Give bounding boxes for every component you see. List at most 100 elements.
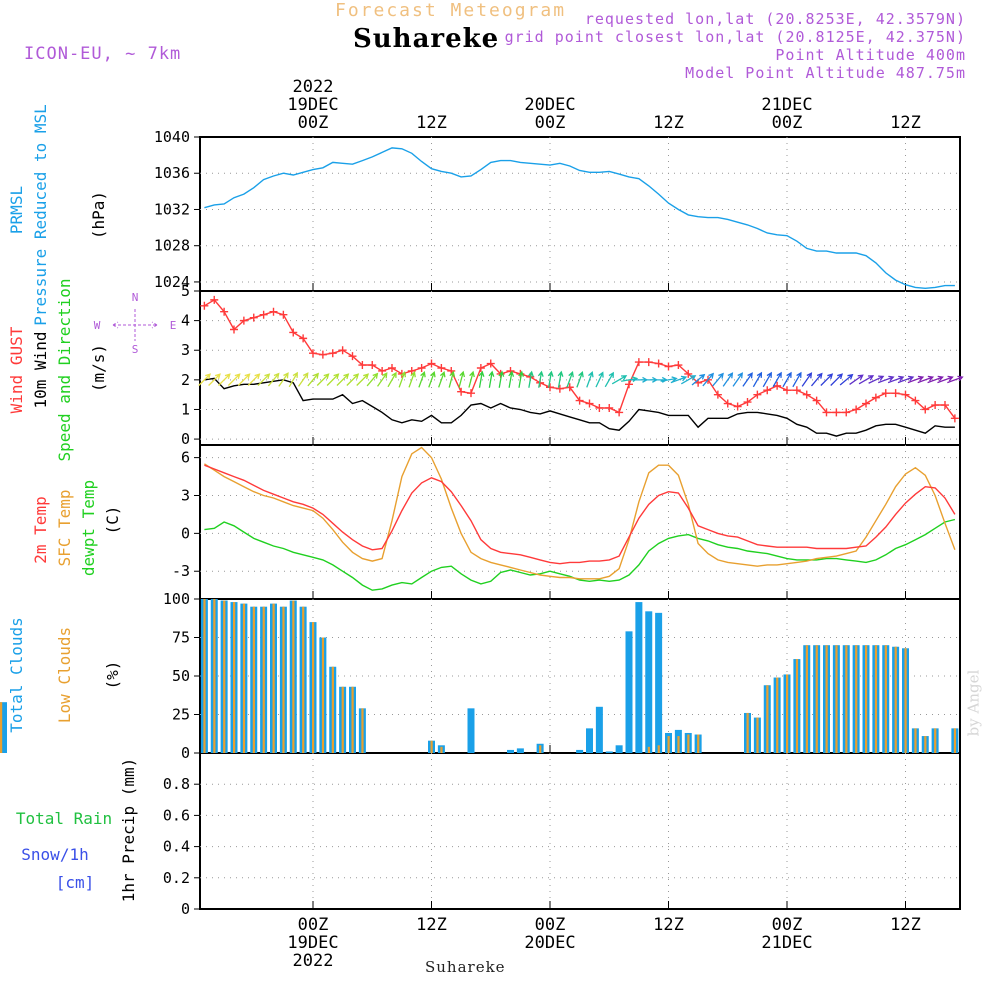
wind-direction-arrow <box>947 375 964 384</box>
gust-marker <box>812 396 821 405</box>
wind-direction-arrow <box>878 375 895 384</box>
gust-marker <box>555 384 564 393</box>
wind-direction-arrow <box>849 374 864 385</box>
low-cloud-bar <box>647 746 650 753</box>
wind-direction-arrow <box>691 373 706 386</box>
location-title: Suhareke <box>353 24 500 54</box>
clouds-panel-y-tick: 50 <box>172 667 190 685</box>
wind-direction-arrow <box>478 370 485 388</box>
gust-marker <box>309 349 317 358</box>
wind-direction-arrow <box>257 373 271 386</box>
clouds-panel-y-tick: 0 <box>181 744 190 762</box>
low-cloud-bar <box>953 728 957 753</box>
top-date-label: 21DEC <box>761 95 812 115</box>
low-cloud-bar <box>321 637 325 753</box>
total-cloud-bar <box>625 631 633 753</box>
wind-direction-arrow <box>298 372 309 387</box>
gust-marker <box>634 358 643 367</box>
gust-marker <box>407 366 416 375</box>
wind-direction-arrow <box>792 371 802 388</box>
gust-marker <box>773 381 782 390</box>
gust-marker <box>783 386 791 395</box>
dewpt-temp-label: dewpt Temp <box>79 480 98 576</box>
gust-marker <box>792 386 801 395</box>
low-cloud-bar <box>766 685 769 753</box>
top-hour-label: 12Z <box>416 113 447 133</box>
low-cloud-bar <box>430 740 433 753</box>
total-rain-label: Total Rain <box>16 809 112 828</box>
gust-marker <box>871 393 880 402</box>
gust-marker <box>605 403 614 412</box>
gust-marker <box>427 359 436 368</box>
gust-marker <box>832 408 841 417</box>
wind-direction-arrow <box>326 373 340 386</box>
low-cloud-bar <box>242 603 246 753</box>
gust-marker <box>595 403 604 412</box>
precip-panel <box>199 752 961 910</box>
gust-marker <box>575 396 584 405</box>
snow-label: Snow/1h <box>21 845 88 864</box>
wind-direction-arrow <box>772 371 782 388</box>
gust-marker <box>437 364 446 372</box>
wind-direction-arrow <box>288 371 298 388</box>
wind-panel-y-tick: 5 <box>181 282 190 300</box>
wind-direction-arrow <box>830 373 843 386</box>
low-cloud-bar <box>677 736 680 753</box>
top-hour-label: 00Z <box>772 113 803 133</box>
wind-direction-arrow <box>732 372 743 387</box>
total-cloud-bar <box>516 748 524 753</box>
wind-direction-arrow <box>858 375 875 385</box>
low-cloud-bar <box>0 702 3 753</box>
low-cloud-bar <box>865 645 868 753</box>
sfc-temp-label: SFC Temp <box>55 489 74 566</box>
wind-direction-arrow <box>448 370 456 388</box>
wind-direction-arrow <box>307 372 320 387</box>
gust-marker <box>941 401 949 410</box>
low-cloud-bar <box>213 599 216 753</box>
low-cloud-bar <box>786 674 789 753</box>
precip-panel-y-tick: 0.6 <box>163 806 190 824</box>
wind-direction-arrow <box>762 371 772 388</box>
model-label: ICON-EU, ~ 7km <box>24 44 182 64</box>
gust-marker <box>318 350 327 359</box>
gust-marker <box>802 390 811 399</box>
wind-direction-arrow <box>267 372 280 387</box>
low-cloud-bar <box>845 645 848 753</box>
low-cloud-bar <box>924 736 927 753</box>
total-cloud-bar <box>0 702 7 753</box>
wind-direction-arrow <box>927 375 944 384</box>
wind-direction-arrow <box>742 372 753 387</box>
total-clouds-label: Total Clouds <box>7 617 26 733</box>
low-cloud-bar <box>825 645 828 753</box>
gust-marker <box>911 396 920 405</box>
total-cloud-bar <box>645 611 653 753</box>
gust-marker <box>585 399 594 408</box>
wind-direction-arrow <box>528 370 534 388</box>
low-cloud-bar <box>440 746 443 753</box>
gust-marker <box>753 390 762 399</box>
compass-rose-icon <box>112 309 158 341</box>
total-cloud-bar <box>615 745 623 753</box>
gust-marker <box>338 346 347 355</box>
bottom-hour-label: 00Z <box>772 915 803 935</box>
total-cloud-bar <box>605 751 613 753</box>
bottom-date-label: 19DEC <box>287 933 338 953</box>
meteogram-subtitle: Forecast Meteogram <box>335 0 567 21</box>
gust-marker <box>723 399 732 408</box>
pressure-panel-y-tick: 1032 <box>154 200 190 218</box>
low-cloud-bar <box>292 600 295 753</box>
sfc-temp-line <box>204 446 956 580</box>
gust-marker <box>625 380 633 389</box>
wind-direction-arrow <box>458 370 466 388</box>
footer-location: Suhareke <box>425 958 506 976</box>
gust-marker <box>654 359 663 368</box>
wind-panel-y-tick: 4 <box>181 312 190 330</box>
gust-marker <box>901 390 910 399</box>
wind-direction-arrow <box>408 371 416 388</box>
gust-marker <box>230 325 238 334</box>
top-hour-label: 00Z <box>298 113 329 133</box>
gust-marker <box>388 364 396 372</box>
wind-panel-y-tick: 3 <box>181 341 190 359</box>
gust-marker <box>822 408 831 417</box>
